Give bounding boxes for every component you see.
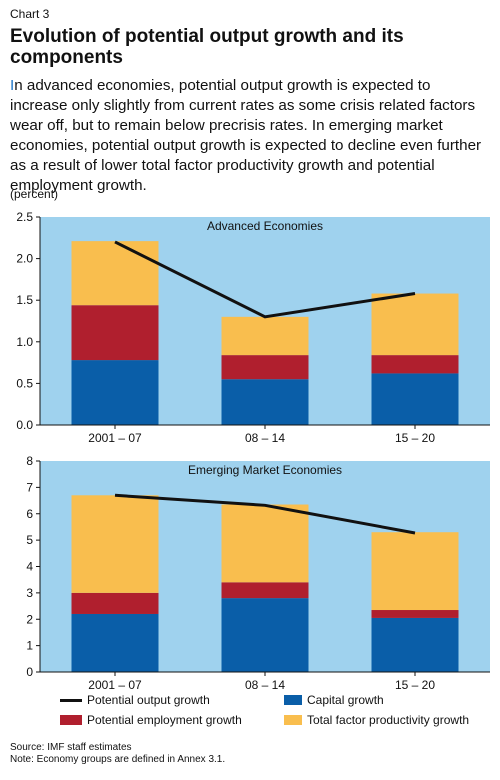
bar-employment bbox=[371, 610, 459, 618]
legend-label-potential-output: Potential output growth bbox=[87, 693, 210, 707]
notes: Source: IMF staff estimates Note: Econom… bbox=[10, 742, 225, 766]
legend-item-tfp: Total factor productivity growth bbox=[284, 713, 469, 727]
y-tick-label: 2.0 bbox=[16, 252, 33, 266]
bar-employment bbox=[371, 355, 459, 374]
y-tick-label: 0.0 bbox=[16, 418, 33, 432]
y-tick-label: 6 bbox=[26, 507, 33, 521]
y-tick-label: 7 bbox=[26, 480, 33, 494]
bar-capital bbox=[371, 373, 459, 425]
bar-tfp bbox=[71, 241, 159, 306]
bar-employment bbox=[71, 305, 159, 361]
legend-item-capital: Capital growth bbox=[284, 693, 384, 707]
y-tick-label: 0 bbox=[26, 665, 33, 679]
potential-output-line bbox=[114, 493, 416, 535]
emerging-economies-chart: Emerging Market Economies 0 1 2 3 4 5 6 7 8 2001 –… bbox=[26, 454, 490, 692]
legend-item-potential-output: Potential output growth bbox=[60, 693, 210, 707]
y-tick-label: 3 bbox=[26, 586, 33, 600]
x-tick-label: 2001 – 07 bbox=[88, 431, 142, 445]
advanced-panel-title: Advanced Economies bbox=[207, 219, 323, 233]
y-tick-label: 4 bbox=[26, 560, 33, 574]
bar-capital bbox=[71, 360, 159, 425]
bar-employment bbox=[221, 582, 309, 599]
legend-item-employment: Potential employment growth bbox=[60, 713, 242, 727]
y-tick-label: 1.5 bbox=[16, 293, 33, 307]
legend-label-tfp: Total factor productivity growth bbox=[307, 713, 470, 727]
y-tick-label: 5 bbox=[26, 533, 33, 547]
lead-text: n advanced economies, potential output g… bbox=[10, 77, 482, 194]
legend-label-capital: Capital growth bbox=[307, 693, 384, 707]
y-tick-label: 0.5 bbox=[16, 376, 33, 390]
bar-tfp bbox=[221, 316, 309, 356]
y-tick-label: 2.5 bbox=[16, 210, 33, 224]
x-tick-label: 08 – 14 bbox=[245, 431, 285, 445]
bar-tfp bbox=[371, 293, 459, 356]
bar-employment bbox=[221, 355, 309, 380]
y-tick-label: 2 bbox=[26, 612, 33, 626]
economy-groups-note: Note: Economy groups are defined in Anne… bbox=[10, 754, 226, 765]
lead-initial: I bbox=[10, 77, 15, 94]
x-tick-label: 2001 – 07 bbox=[88, 678, 142, 692]
x-tick-label: 15 – 20 bbox=[395, 678, 435, 692]
y-tick-label: 1.0 bbox=[16, 335, 33, 349]
bar-tfp bbox=[71, 495, 159, 593]
legend-label-employment: Potential employment growth bbox=[87, 713, 242, 727]
legend: Potential output growth Capital growth P… bbox=[60, 693, 480, 733]
bar-capital bbox=[371, 617, 459, 672]
potential-output-line bbox=[114, 240, 416, 319]
legend-swatch-employment bbox=[60, 715, 82, 725]
emerging-panel-title: Emerging Market Economies bbox=[188, 463, 342, 477]
bar-capital bbox=[221, 379, 309, 425]
x-tick-label: 08 – 14 bbox=[245, 678, 285, 692]
legend-swatch-line bbox=[60, 698, 82, 702]
legend-swatch-capital bbox=[284, 695, 302, 705]
y-tick-label: 1 bbox=[26, 639, 33, 653]
bar-employment bbox=[71, 592, 159, 614]
bar-tfp bbox=[371, 532, 459, 611]
units-label: (percent) bbox=[10, 187, 59, 201]
y-tick-label: 8 bbox=[26, 454, 33, 468]
lead-paragraph: In advanced economies, potential output … bbox=[10, 76, 492, 196]
source-note: Source: IMF staff estimates bbox=[10, 742, 132, 753]
bar-capital bbox=[71, 613, 159, 672]
chart-title: Evolution of potential output growth and… bbox=[10, 26, 404, 68]
x-tick-label: 15 – 20 bbox=[395, 431, 435, 445]
advanced-economies-chart: Advanced Economies 0.0 0.5 1.0 1.5 2.0 2.5 2001… bbox=[16, 210, 490, 445]
bar-capital bbox=[221, 598, 309, 672]
legend-swatch-tfp bbox=[284, 715, 302, 725]
bar-tfp bbox=[221, 504, 309, 583]
chart-number-label: Chart 3 bbox=[10, 7, 50, 21]
